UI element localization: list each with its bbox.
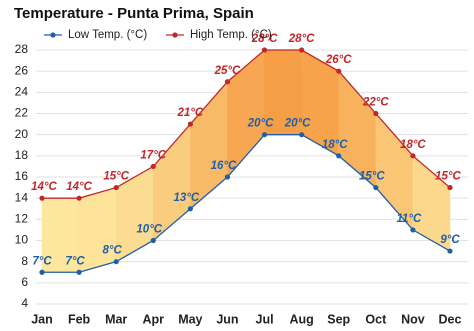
- legend-label: Low Temp. (°C): [68, 29, 147, 41]
- x-tick-label: Aug: [289, 312, 313, 326]
- value-label: 17°C: [140, 149, 166, 161]
- y-tick-label: 22: [15, 106, 29, 120]
- value-label: 22°C: [362, 97, 389, 109]
- y-tick-label: 18: [15, 148, 29, 162]
- data-point: [224, 79, 231, 85]
- value-label: 16°C: [211, 160, 237, 172]
- data-point: [39, 195, 45, 201]
- y-tick-label: 16: [15, 169, 29, 183]
- value-label: 20°C: [284, 118, 311, 130]
- data-point: [76, 269, 82, 275]
- y-tick-label: 24: [15, 85, 29, 99]
- value-label: 20°C: [247, 118, 274, 130]
- data-point: [410, 153, 416, 159]
- data-point: [76, 195, 82, 201]
- x-tick-label: Jul: [256, 312, 274, 326]
- data-point: [113, 184, 119, 191]
- data-point: [447, 184, 453, 191]
- x-tick-label: Jan: [31, 312, 53, 326]
- value-label: 13°C: [174, 192, 200, 204]
- y-tick-label: 8: [21, 254, 28, 268]
- range-area: [190, 81, 228, 210]
- x-tick-label: Oct: [365, 312, 387, 326]
- data-point: [261, 47, 268, 53]
- value-label: 18°C: [322, 139, 348, 151]
- legend-marker: [172, 32, 178, 38]
- y-tick-label: 26: [15, 63, 29, 77]
- y-tick-label: 14: [15, 190, 29, 204]
- data-point: [410, 227, 416, 233]
- y-tick-label: 10: [15, 233, 29, 247]
- value-label: 15°C: [359, 171, 385, 183]
- y-tick-label: 4: [21, 296, 28, 310]
- series-line: [42, 134, 451, 273]
- data-point: [187, 121, 193, 127]
- data-point: [113, 259, 119, 265]
- x-tick-label: May: [178, 312, 202, 326]
- x-tick-label: Mar: [105, 312, 127, 326]
- x-tick-label: Dec: [439, 312, 462, 326]
- x-tick-label: Apr: [143, 312, 165, 326]
- y-tick-label: 6: [21, 275, 28, 289]
- x-tick-label: Feb: [68, 312, 91, 326]
- data-point: [299, 47, 305, 53]
- data-point: [187, 206, 193, 212]
- y-tick-label: 20: [15, 127, 29, 141]
- value-label: 15°C: [103, 171, 129, 183]
- legend-marker: [50, 32, 56, 38]
- value-label: 7°C: [65, 255, 85, 267]
- x-tick-label: Nov: [401, 312, 425, 326]
- data-point: [336, 68, 342, 74]
- data-point: [261, 132, 268, 138]
- data-point: [373, 110, 379, 117]
- value-label: 8°C: [103, 245, 123, 257]
- data-point: [299, 132, 305, 138]
- value-label: 26°C: [325, 54, 352, 66]
- value-label: 18°C: [400, 139, 426, 151]
- data-point: [150, 237, 156, 244]
- legend-label: High Temp. (°C): [190, 29, 272, 41]
- value-label: 10°C: [136, 224, 162, 236]
- value-label: 14°C: [31, 181, 57, 193]
- value-label: 9°C: [440, 234, 460, 246]
- data-point: [373, 184, 379, 191]
- data-point: [336, 153, 342, 159]
- data-point: [39, 269, 45, 275]
- series-line: [42, 49, 451, 199]
- value-label: 25°C: [214, 65, 241, 77]
- value-label: 7°C: [32, 255, 52, 267]
- y-tick-label: 12: [15, 212, 29, 226]
- y-tick-label: 28: [15, 42, 29, 56]
- value-label: 28°C: [251, 33, 278, 45]
- x-tick-label: Sep: [327, 312, 350, 326]
- data-point: [447, 248, 453, 254]
- value-label: 21°C: [177, 107, 204, 119]
- value-label: 14°C: [66, 181, 92, 193]
- value-label: 28°C: [288, 33, 315, 45]
- data-point: [150, 163, 156, 170]
- x-tick-label: Jun: [216, 312, 238, 326]
- value-label: 11°C: [396, 213, 422, 225]
- chart-title: Temperature - Punta Prima, Spain: [14, 5, 254, 22]
- value-label: 15°C: [435, 171, 461, 183]
- data-point: [224, 174, 231, 180]
